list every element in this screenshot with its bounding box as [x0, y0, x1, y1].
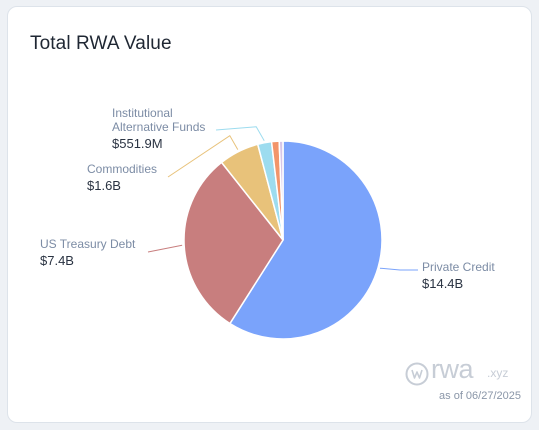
leader-line [147, 244, 183, 253]
chart-title: Total RWA Value [30, 33, 172, 54]
slice-value-label: $551.9M [112, 136, 163, 151]
brand-logo: rwa .xyz [405, 354, 515, 386]
rwa-logo-icon [405, 362, 429, 386]
pie-slice[interactable] [183, 161, 284, 325]
slice-label: Private Credit [422, 260, 495, 274]
slice-label: Alternative Funds [112, 120, 205, 134]
brand-name: rwa [431, 354, 474, 384]
slice-label: Institutional [112, 106, 173, 120]
slice-label: US Treasury Debt [40, 237, 136, 251]
slice-value-label: $1.6B [87, 178, 121, 193]
slice-value-label: $7.4B [40, 253, 74, 268]
pie-slice[interactable] [278, 140, 284, 241]
leader-line [167, 134, 239, 178]
leader-line [215, 126, 265, 142]
slice-label: Commodities [87, 162, 157, 176]
brand-tld: .xyz [487, 366, 509, 380]
as-of-date: as of 06/27/2025 [439, 390, 521, 402]
leader-line [379, 267, 418, 271]
pie-slice[interactable] [228, 140, 383, 340]
slice-value-label: $14.4B [422, 276, 463, 291]
